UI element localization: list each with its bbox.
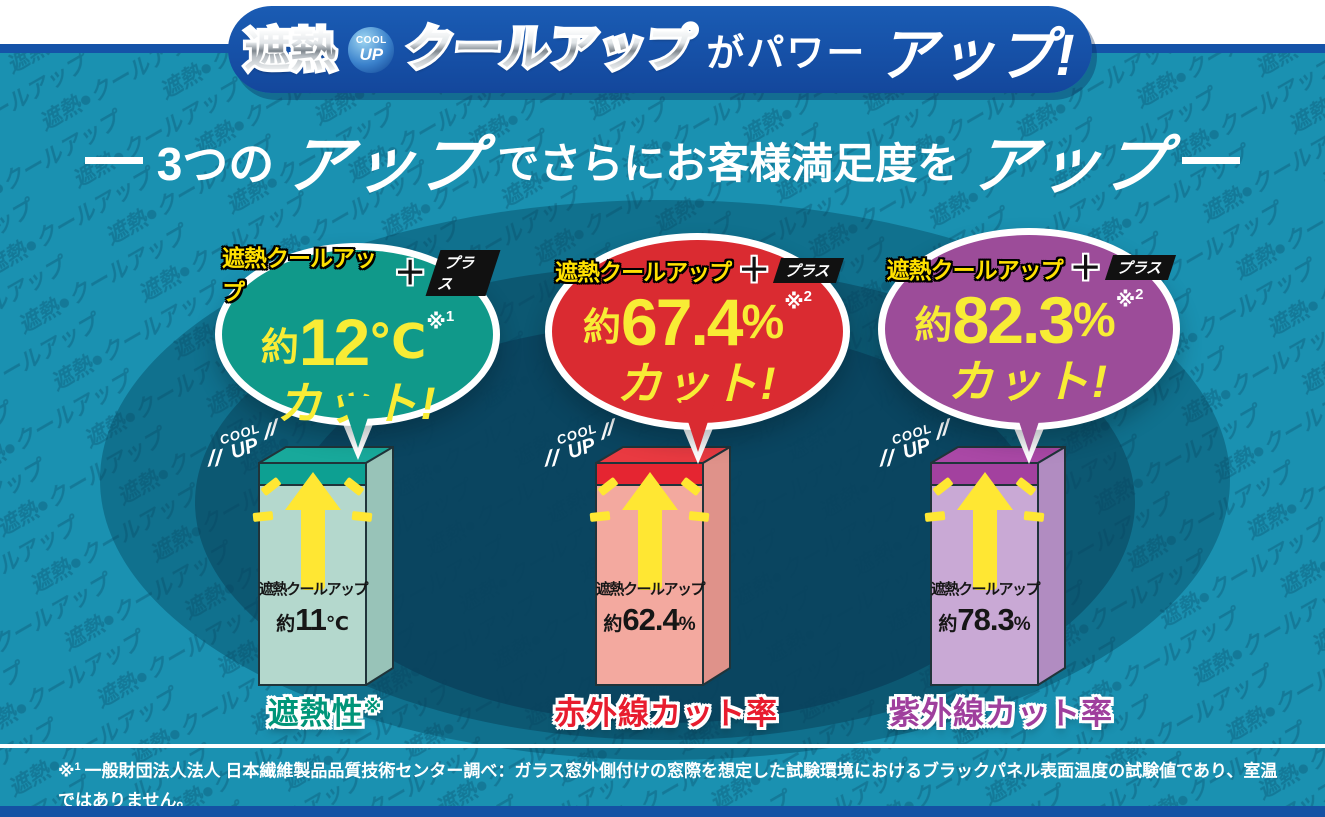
column-group-1: COOL UP 遮熱クールアップ 約11℃	[207, 417, 394, 686]
column-value: 約11℃	[276, 602, 349, 637]
category-label-1: 遮熱性※	[267, 696, 383, 731]
column-value: 約62.4%	[603, 602, 696, 637]
banner-power-up-text: アップ!	[878, 22, 1076, 88]
badge-cool-text: COOL	[355, 35, 387, 46]
bubble-tail	[340, 396, 375, 448]
column-value: 約78.3%	[938, 602, 1031, 637]
bubble-value: 約 12 ℃ ※1	[261, 309, 454, 375]
subtitle-prefix-text: 3つの	[156, 137, 275, 190]
bubble-tail	[680, 400, 715, 452]
bubble-footnote-ref: ※2	[784, 288, 812, 314]
column-text: 遮熱クールアップ 約62.4%	[596, 578, 706, 637]
column-side-face	[702, 446, 731, 686]
speech-bubble-group-2: 遮熱クールアップ ＋ プラス 約 67.4% ※2 カット!	[545, 233, 850, 464]
title-banner: 遮熱 遮熱 COOL UP クールアップ クールアップ がパワー アップ!	[228, 6, 1092, 93]
category-label-3: 紫外線カット率	[889, 696, 1113, 731]
footnote-1: ※1 一般財団法人法人 日本繊維製品品質技術センター調べ：ガラス窓外側付けの窓際を…	[58, 761, 1278, 806]
subtitle-middle-text: でさらにお客様満足度を	[497, 140, 960, 187]
bubble-value: 約 67.4% ※2	[583, 289, 812, 355]
bubble-value-approx: 約	[260, 327, 299, 369]
column-side-face	[1037, 446, 1066, 686]
bubble-brand-text: 遮熱クールアップ	[886, 256, 1064, 283]
subtitle-dash-left	[84, 157, 143, 164]
column-group-2: COOL UP 遮熱クールアップ 約62.4%	[544, 417, 731, 686]
speech-bubble-group-3: 遮熱クールアップ ＋ プラス 約 82.3% ※2 カット!	[878, 228, 1180, 464]
banner-ga-power-text: がパワー	[706, 33, 867, 75]
column-text: 遮熱クールアップ 約11℃	[259, 578, 369, 637]
subtitle-up-word-2: アップ	[967, 131, 1173, 201]
bubble-cut-text: カット!	[616, 358, 779, 409]
bubble-tail	[1012, 400, 1046, 452]
bubble-value-number: 67.4	[621, 285, 743, 359]
badge-up-text: UP	[359, 45, 384, 64]
column-text: 遮熱クールアップ 約78.3%	[931, 578, 1041, 637]
bubble-brand-text: 遮熱クールアップ	[222, 245, 377, 305]
bubble-value: 約 82.3% ※2	[915, 287, 1144, 353]
column-3d-box	[595, 446, 731, 686]
plus-icon: ＋	[1069, 249, 1102, 286]
logo-kana: クールアップ クールアップ	[401, 20, 701, 79]
logo-kana-fill: クールアップ	[403, 22, 698, 76]
up-arrow-icon	[924, 468, 1045, 593]
plus-tag: プラス	[425, 250, 501, 296]
bubble-brand-row: 遮熱クールアップ ＋ プラス	[222, 239, 501, 307]
plus-icon: ＋	[738, 252, 771, 288]
bubble-brand-text: 遮熱クールアップ	[555, 259, 732, 285]
column-side-face	[365, 446, 394, 686]
footnotes: ※1 一般財団法人法人 日本繊維製品品質技術センター調べ：ガラス窓外側付けの窓際を…	[58, 753, 1288, 806]
logo-shanetsu-fill: 遮熱	[244, 23, 337, 76]
plus-tag: プラス	[773, 257, 844, 283]
cool-up-badge-icon: COOL UP	[348, 26, 395, 73]
bubble-value-number: 82.3	[952, 282, 1075, 357]
main-area: 遮熱●クールアップ 遮熱●クールアップ 遮熱●クールアップ 3つの アップ でさ…	[0, 53, 1325, 806]
up-arrow-icon	[252, 468, 373, 593]
speech-bubble: 遮熱クールアップ ＋ プラス 約 82.3% ※2 カット!	[878, 228, 1180, 430]
bubble-value-number: 12	[298, 305, 370, 379]
bubble-value-unit: ℃	[368, 316, 427, 369]
logo-shanetsu-outline: 遮熱	[241, 24, 339, 76]
up-arrow-icon	[589, 468, 710, 593]
subtitle-dash-right	[1182, 157, 1241, 164]
column-group-3: COOL UP 遮熱クールアップ 約78.3%	[879, 417, 1066, 686]
bubble-value-approx: 約	[583, 307, 622, 349]
bubble-value-approx: 約	[914, 304, 953, 347]
subtitle: 3つの アップ でさらにお客様満足度を アップ	[0, 115, 1325, 206]
bubble-cut-text: カット!	[948, 355, 1110, 407]
bubble-value-unit: %	[1073, 293, 1116, 347]
column-brand-text: 遮熱クールアップ	[931, 581, 1041, 598]
bubble-footnote-ref: ※1	[426, 308, 455, 334]
bubble-brand-row: 遮熱クールアップ ＋ プラス	[886, 249, 1176, 286]
column-3d-box	[258, 446, 394, 686]
category-label-2: 赤外線カット率	[554, 696, 778, 731]
column-brand-text: 遮熱クールアップ	[259, 581, 369, 598]
plus-icon: ＋	[394, 255, 427, 291]
logo-shanetsu: 遮熱 遮熱	[241, 23, 339, 76]
bottom-bar	[0, 806, 1325, 817]
footnote-divider-line	[0, 744, 1325, 748]
bubble-brand-row: 遮熱クールアップ ＋ プラス	[555, 252, 844, 288]
speech-bubble-group-1: 遮熱クールアップ ＋ プラス 約 12 ℃ ※1 カット!	[215, 243, 501, 460]
bubble-value-unit: %	[741, 296, 785, 349]
column-brand-text: 遮熱クールアップ	[596, 581, 706, 598]
subtitle-up-word-1: アップ	[282, 131, 488, 201]
bubble-footnote-ref: ※2	[1115, 285, 1144, 312]
plus-tag: プラス	[1104, 255, 1176, 280]
speech-bubble: 遮熱クールアップ ＋ プラス 約 12 ℃ ※1 カット!	[215, 243, 501, 426]
